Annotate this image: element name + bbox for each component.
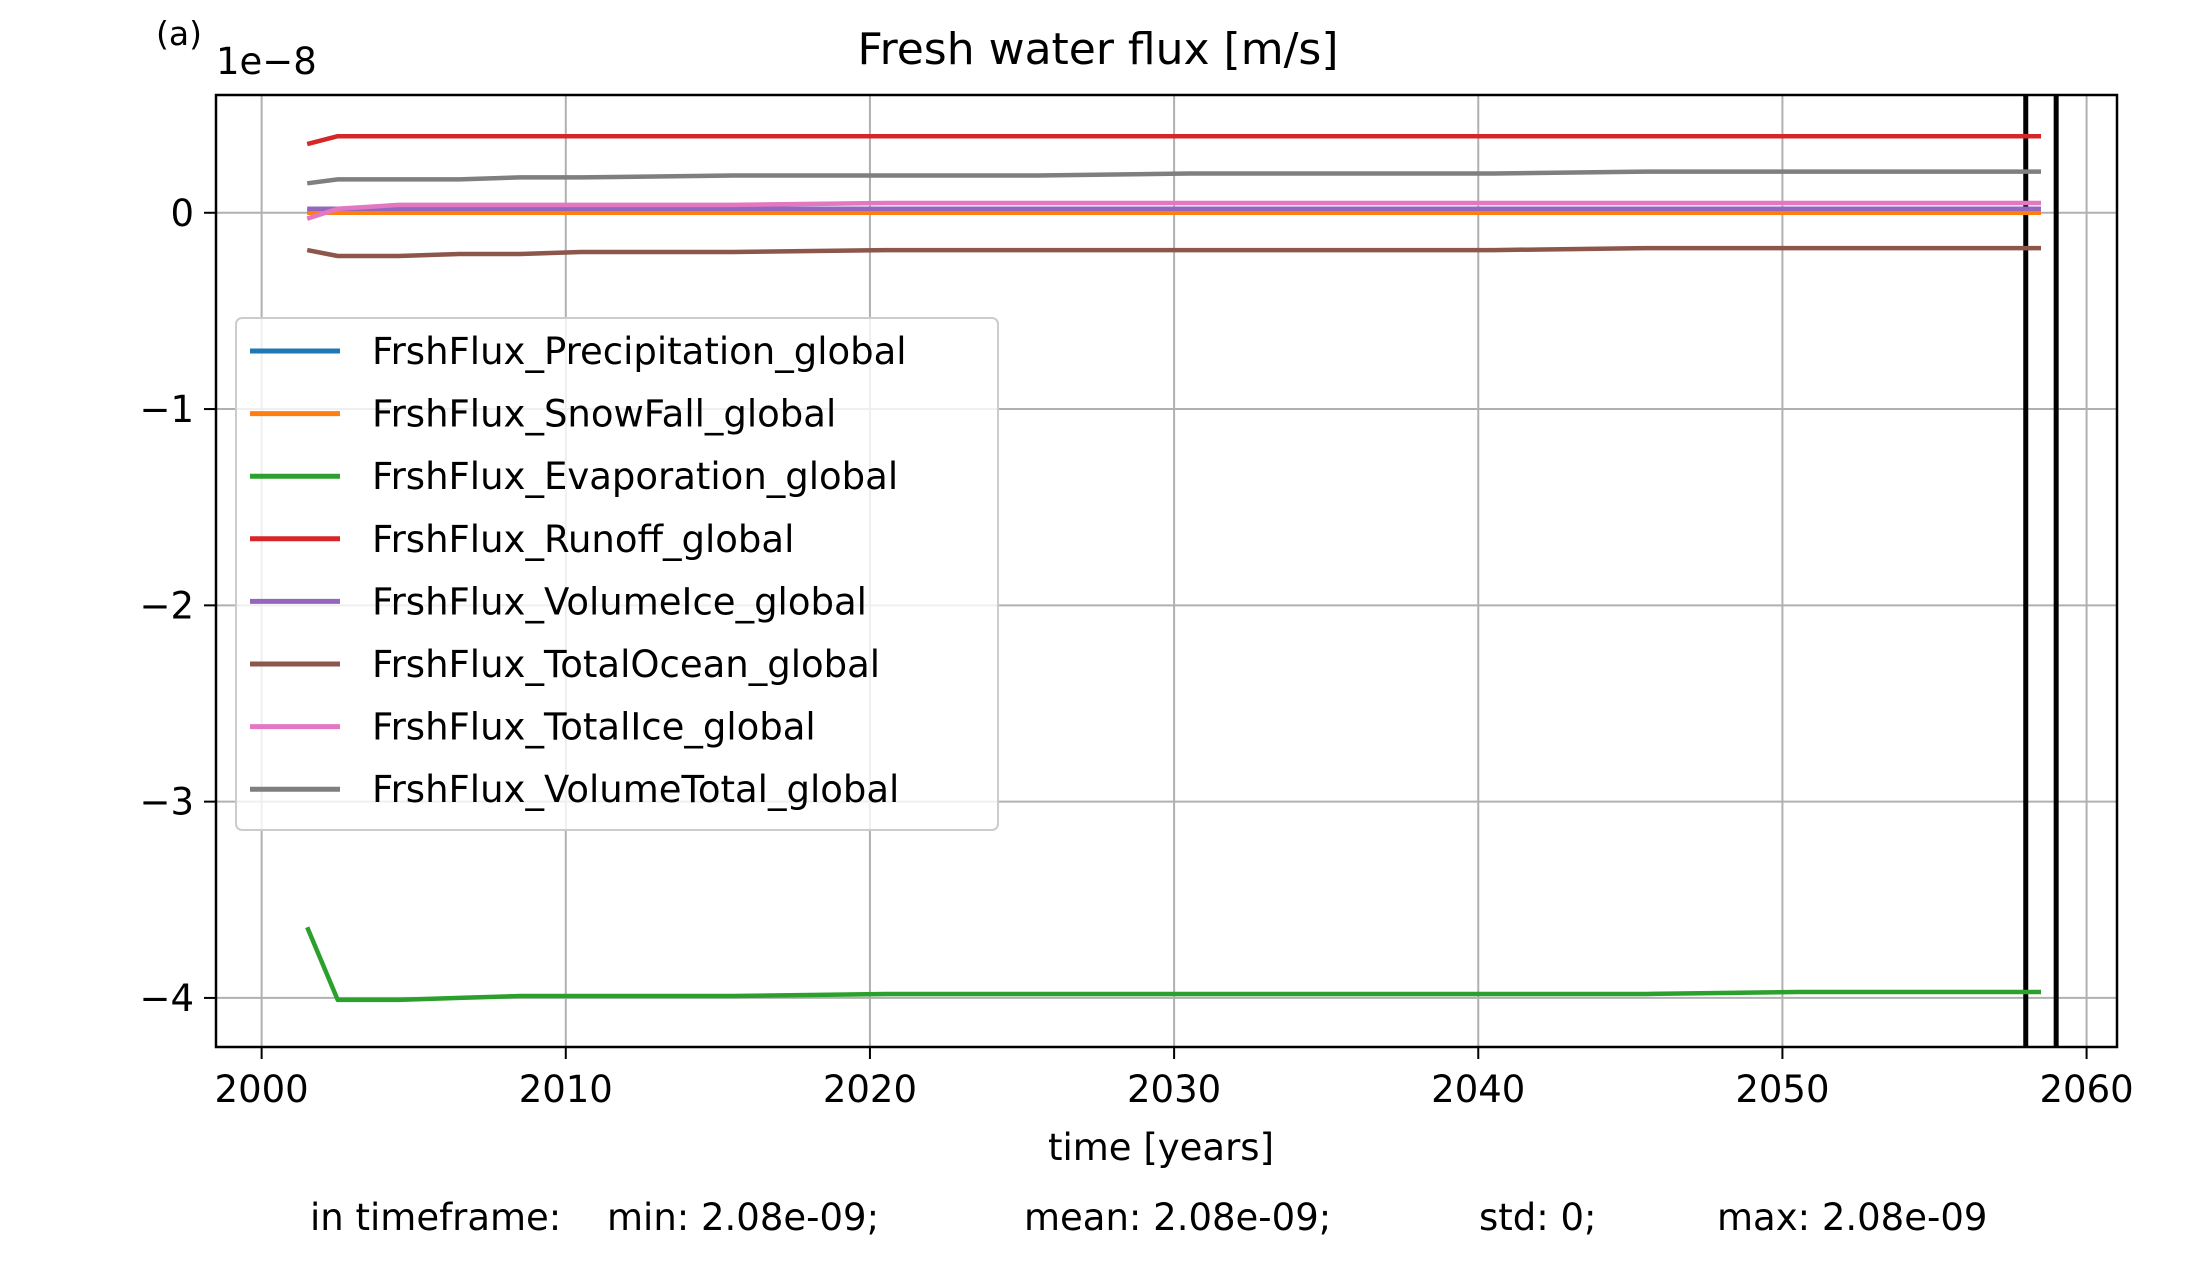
legend: FrshFlux_Precipitation_global FrshFlux_Sn… xyxy=(235,317,999,831)
plot-frame xyxy=(214,93,2119,1049)
series-line xyxy=(306,133,2041,147)
x-axis-label: time [years] xyxy=(1047,1126,1275,1169)
legend-entry-label: FrshFlux_Precipitation_global xyxy=(372,330,907,373)
series-line xyxy=(305,926,2041,1003)
y-tick-label: −4 xyxy=(139,977,194,1020)
legend-entry-label: FrshFlux_VolumeTotal_global xyxy=(372,768,899,811)
x-tick-label: 2060 xyxy=(2039,1068,2133,1111)
legend-entry-label: FrshFlux_Evaporation_global xyxy=(372,455,898,498)
series-line xyxy=(306,200,2041,221)
series-line xyxy=(306,169,2041,186)
axis-exponent-label: 1e−8 xyxy=(216,40,317,83)
stats-prefix: in timeframe: xyxy=(310,1196,562,1239)
chart-title: Fresh water flux [m/s] xyxy=(857,24,1339,75)
y-axis-ticks: 0 −1 −2 −3 −4 xyxy=(139,192,216,1020)
y-tick-label: −1 xyxy=(139,388,194,431)
stats-std: std: 0; xyxy=(1479,1196,1597,1239)
panel-label: (a) xyxy=(156,14,202,53)
legend-entry-label: FrshFlux_SnowFall_global xyxy=(372,393,836,436)
stats-mean: mean: 2.08e-09; xyxy=(1024,1196,1332,1239)
stats-min: min: 2.08e-09; xyxy=(607,1196,880,1239)
legend-entry-label: FrshFlux_Runoff_global xyxy=(372,518,794,561)
legend-entry-label: FrshFlux_TotalIce_global xyxy=(372,706,816,749)
y-tick-label: −3 xyxy=(139,781,194,824)
legend-entry-label: FrshFlux_TotalOcean_global xyxy=(372,643,880,686)
vertical-marker-lines xyxy=(2023,95,2059,1047)
legend-entry-label: FrshFlux_VolumeIce_global xyxy=(372,580,867,623)
x-tick-label: 2030 xyxy=(1127,1068,1221,1111)
x-tick-label: 2050 xyxy=(1735,1068,1829,1111)
x-tick-label: 2010 xyxy=(519,1068,613,1111)
x-tick-label: 2020 xyxy=(823,1068,917,1111)
stats-max: max: 2.08e-09 xyxy=(1717,1196,1988,1239)
series-line xyxy=(306,245,2041,259)
y-tick-label: 0 xyxy=(170,192,194,235)
x-tick-label: 2000 xyxy=(215,1068,309,1111)
legend-box xyxy=(235,317,999,831)
x-tick-label: 2040 xyxy=(1431,1068,1525,1111)
x-axis-ticks: 2000 2010 2020 2030 2040 2050 2060 xyxy=(215,1047,2134,1111)
series-lines xyxy=(305,133,2041,1003)
y-tick-label: −2 xyxy=(139,584,194,627)
